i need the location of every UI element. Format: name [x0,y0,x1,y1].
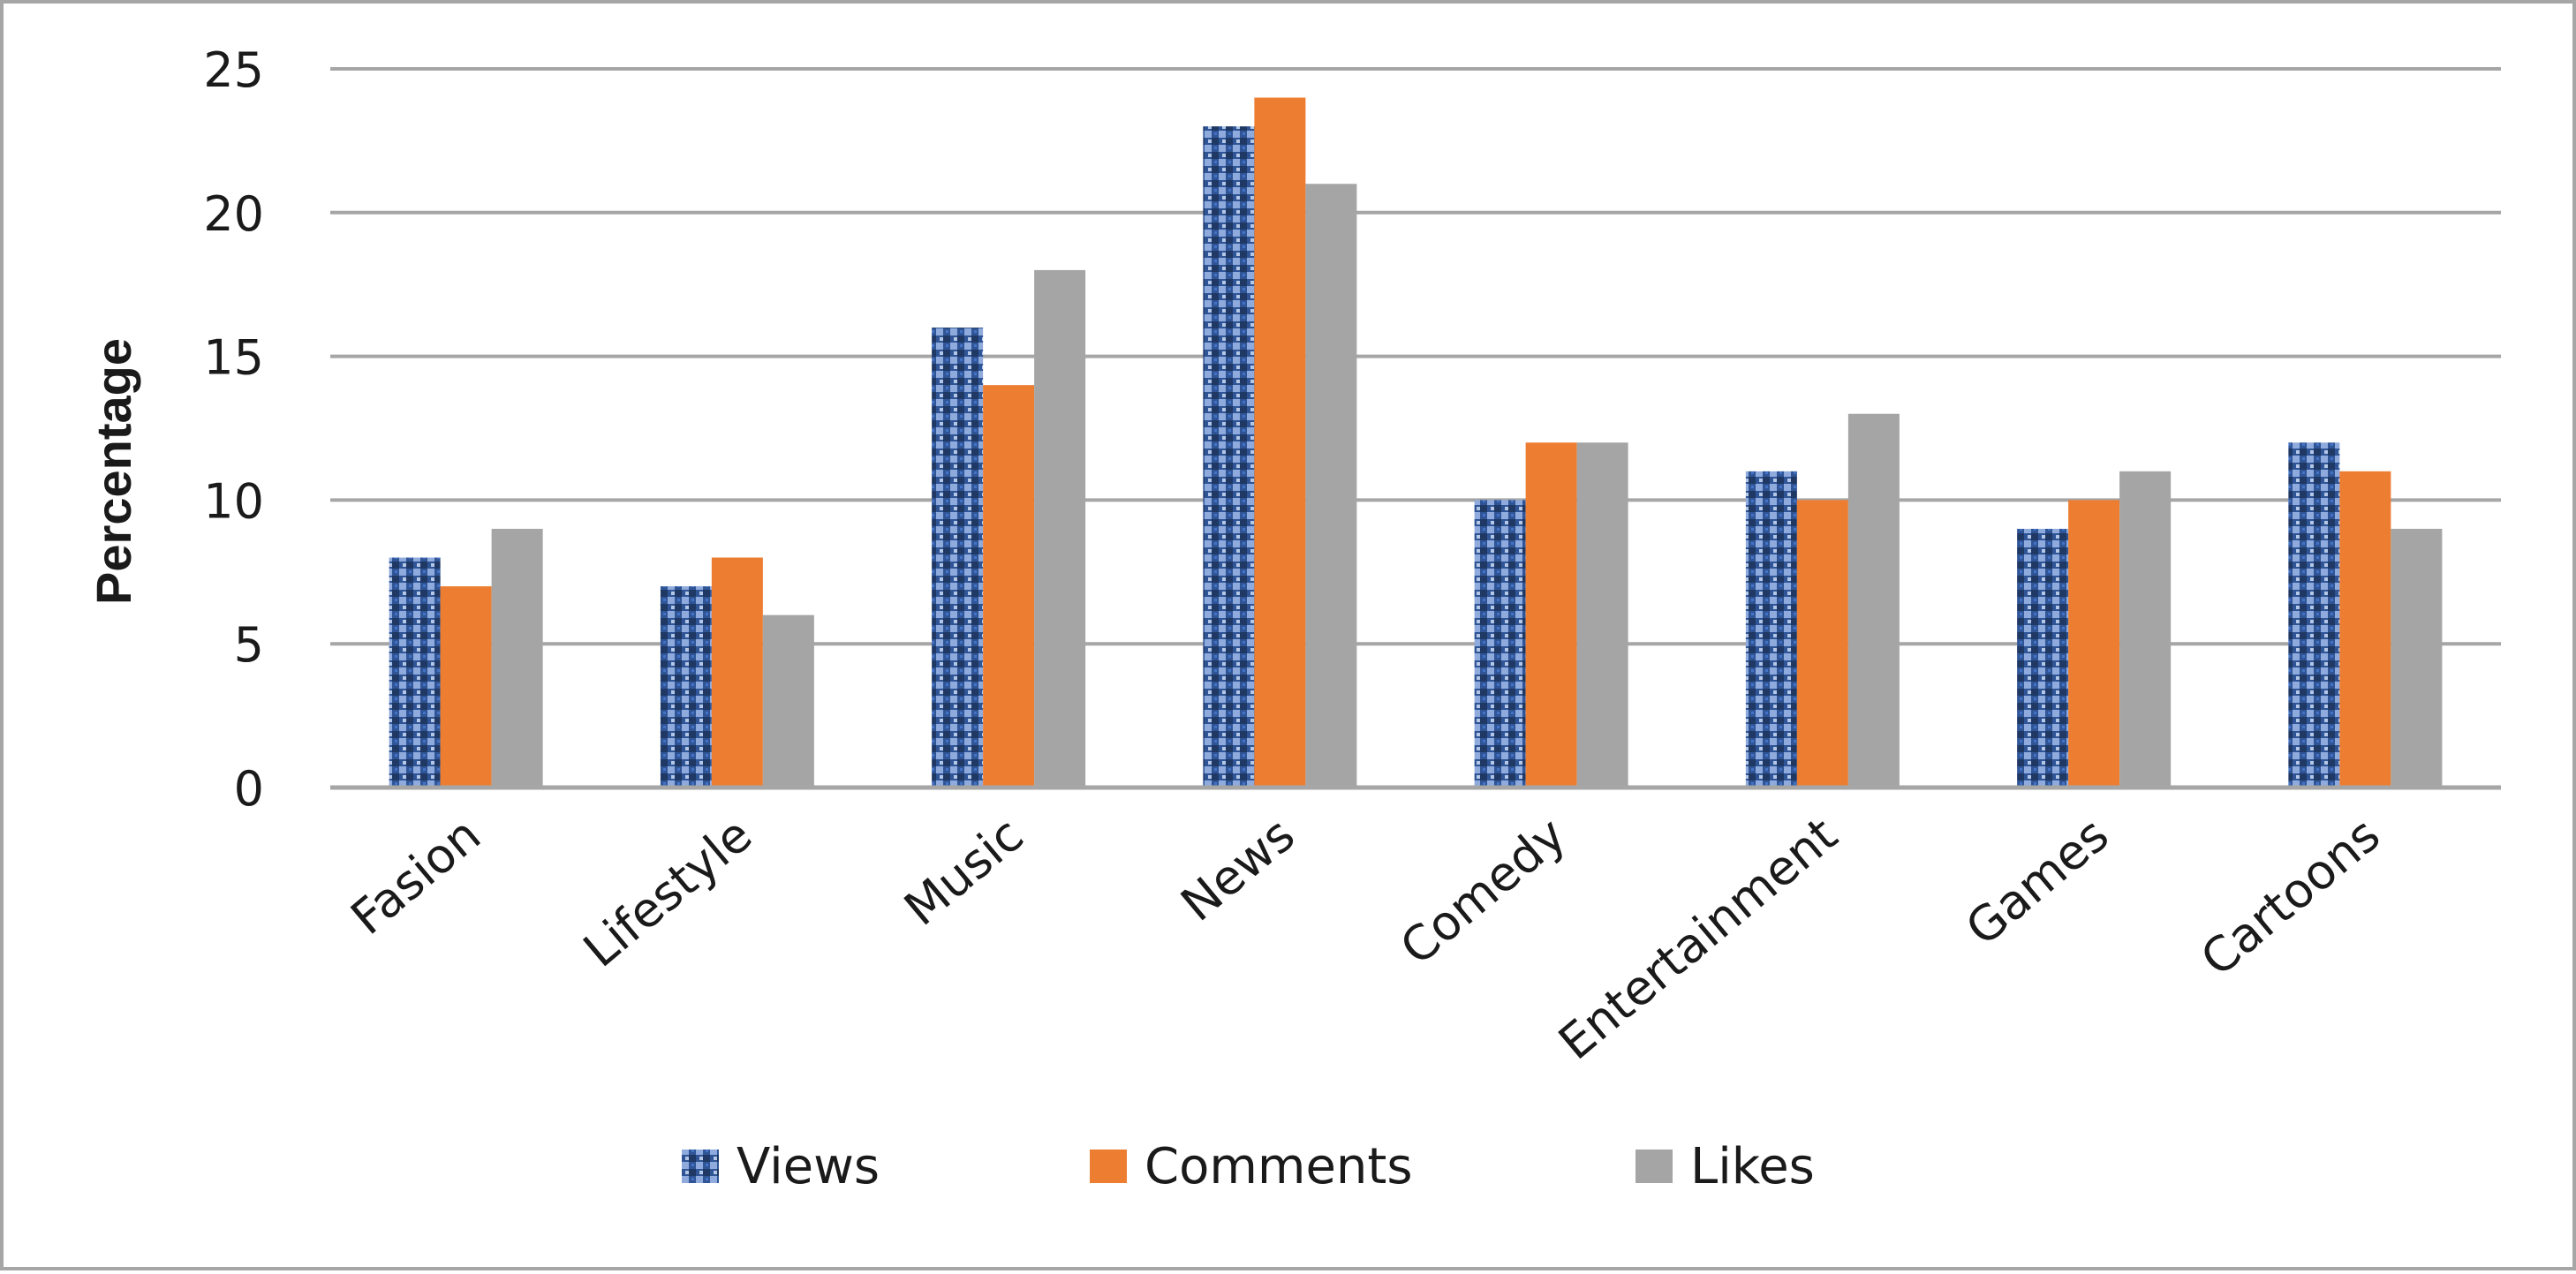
x-category-label-lifestyle: Lifestyle [573,807,762,978]
gridlines [330,67,2501,646]
x-axis-categories: Fasion Lifestyle Music News ComedyEntertainm… [341,807,2391,1071]
y-tick-label-20: 20 [203,186,264,242]
bar-comments-cartoons [2339,471,2391,788]
bar-comments-music [983,385,1035,788]
x-category-label-news: News [1170,807,1304,932]
legend-label-views: Views [737,1138,880,1195]
bar-comments-games [2068,500,2120,788]
x-category-label-comedy: Comedy [1390,807,1576,976]
legend-swatch-comments [1090,1150,1127,1183]
y-axis-ticks: 0 5 10 15 20 25 [203,42,264,817]
bar-chart: 0 5 10 15 20 25 Fasion Lifestyle Music News Comed… [86,42,2501,1195]
bar-likes-lifestyle [762,614,814,788]
legend-label-comments: Comments [1144,1138,1413,1195]
bar-comments-lifestyle [711,557,763,788]
bar-comments-comedy [1525,442,1577,788]
bar-views-news [1203,126,1255,788]
y-tick-label-10: 10 [203,473,264,529]
bar-views-comedy [1474,500,1526,788]
bar-views-music [932,328,984,788]
y-tick-label-0: 0 [234,761,264,817]
y-tick-label-25: 25 [203,42,264,98]
bars [389,97,2443,788]
bar-likes-news [1305,184,1357,788]
legend: Views Comments Likes [682,1138,1815,1195]
bar-likes-fasion [491,528,543,788]
bar-comments-entertainment [1796,500,1848,788]
legend-label-likes: Likes [1690,1138,1815,1195]
bar-views-cartoons [2288,442,2340,788]
bar-views-fasion [389,557,441,788]
x-category-label-music: Music [894,807,1033,937]
x-category-label-cartoons: Cartoons [2190,807,2390,987]
bar-views-lifestyle [660,586,712,788]
legend-swatch-likes [1635,1150,1673,1183]
bar-likes-comedy [1576,442,1628,788]
bar-comments-fasion [440,586,492,788]
x-category-label-entertainment: Entertainment [1548,807,1847,1071]
bar-likes-music [1034,269,1086,788]
y-tick-label-15: 15 [203,330,264,386]
bar-likes-games [2119,471,2172,788]
x-category-label-fasion: Fasion [341,807,491,946]
bar-likes-entertainment [1847,413,1900,788]
x-category-label-games: Games [1955,807,2119,957]
bar-likes-cartoons [2391,528,2443,788]
bar-views-entertainment [1745,471,1797,788]
bar-views-games [2017,528,2069,788]
bar-comments-news [1254,97,1306,788]
legend-swatch-views [682,1150,719,1183]
y-tick-label-5: 5 [234,617,264,673]
y-axis-title: Percentage [86,338,141,605]
